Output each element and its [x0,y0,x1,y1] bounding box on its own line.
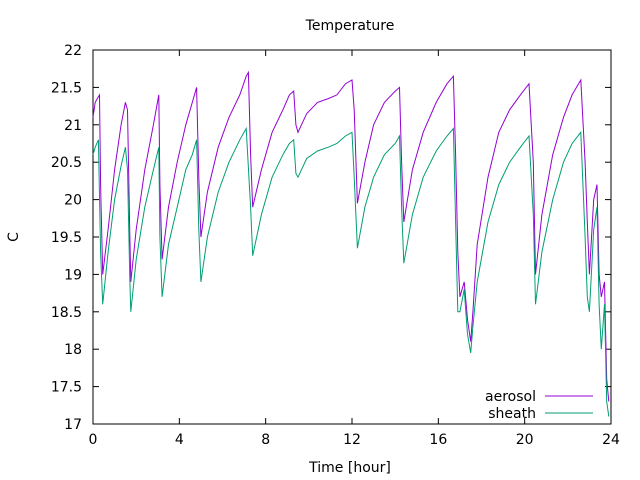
x-axis-ticks: 0 4 8 12 16 20 24 [89,50,620,448]
series-lines [92,70,610,417]
y-tick-label: 20.5 [51,155,82,171]
x-tick-label: 8 [261,432,270,448]
y-tick-label: 18.5 [51,305,82,321]
legend-label-sheath: sheath [488,406,536,422]
x-tick-label: 4 [175,432,184,448]
legend-label-aerosol: aerosol [485,389,536,405]
chart-title: Temperature [305,18,395,34]
y-tick-label: 21.5 [51,80,82,96]
y-tick-label: 20 [64,193,82,209]
y-tick-label: 18 [64,342,82,358]
y-tick-label: 19 [64,267,82,283]
series-line-aerosol [92,70,610,402]
y-tick-label: 17 [64,417,82,433]
x-tick-label: 24 [602,432,620,448]
y-tick-label: 19.5 [51,230,82,246]
x-tick-label: 12 [343,432,361,448]
y-axis-ticks: 17 17.5 18 18.5 19 19.5 20 20.5 21 21.5 22 [51,43,611,433]
y-tick-label: 17.5 [51,380,82,396]
x-tick-label: 16 [429,432,447,448]
y-axis-label: C [6,232,22,242]
x-axis-label: Time [hour] [308,460,391,476]
y-tick-label: 22 [64,43,82,59]
x-tick-label: 0 [89,432,98,448]
x-tick-label: 20 [516,432,534,448]
series-line-sheath [92,126,610,417]
y-tick-label: 21 [64,118,82,134]
